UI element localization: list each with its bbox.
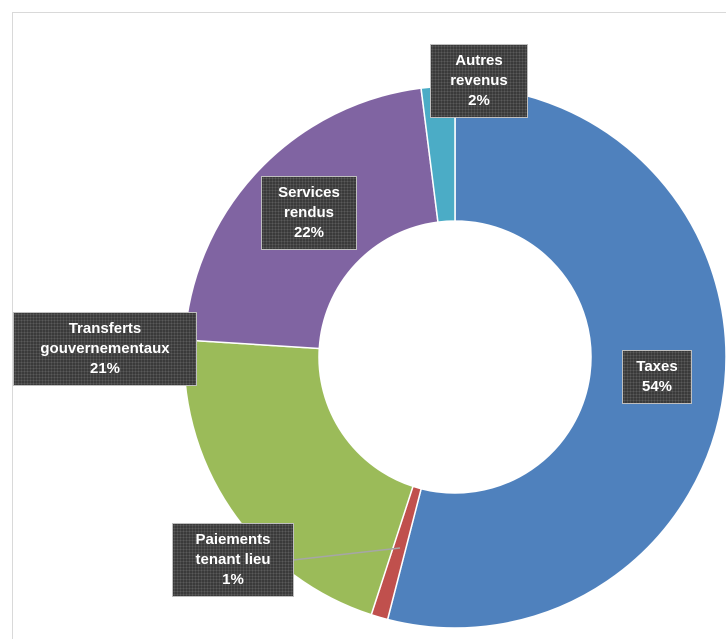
label-category: Transferts gouvernementaux [40,320,170,357]
label-category: Paiements tenant lieu [195,531,271,568]
label-value: 54% [641,378,673,395]
data-label: Transferts gouvernementaux 21% [13,312,197,386]
data-label: Taxes 54% [622,350,692,404]
donut-slice [386,85,726,629]
label-value: 21% [89,360,121,377]
data-label: Services rendus 22% [261,176,357,250]
chart-frame [12,12,726,639]
label-category: Taxes [636,358,678,375]
data-label: Paiements tenant lieu 1% [172,523,294,597]
label-value: 2% [468,92,490,109]
label-value: 1% [222,571,244,588]
leader-line [292,547,401,561]
label-category: Services rendus [278,184,340,221]
label-category: Autres revenus [450,52,508,89]
data-label: Autres revenus 2% [430,44,528,118]
label-value: 22% [293,224,325,241]
